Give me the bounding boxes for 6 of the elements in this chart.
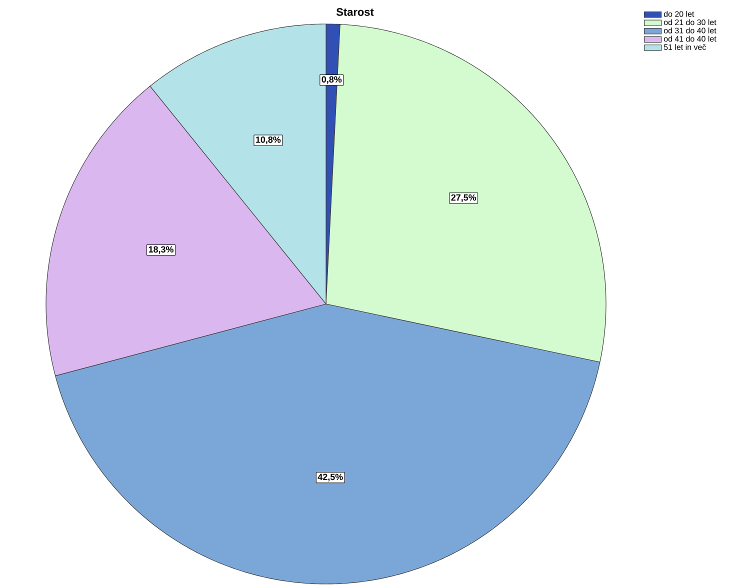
chart-title: Starost	[336, 8, 374, 16]
data-label: 10,8%	[256, 136, 281, 144]
data-label: 42,5%	[318, 474, 343, 482]
data-label: 0,8%	[322, 76, 342, 84]
data-label: 18,3%	[148, 246, 174, 254]
data-label: 27,5%	[451, 194, 476, 202]
